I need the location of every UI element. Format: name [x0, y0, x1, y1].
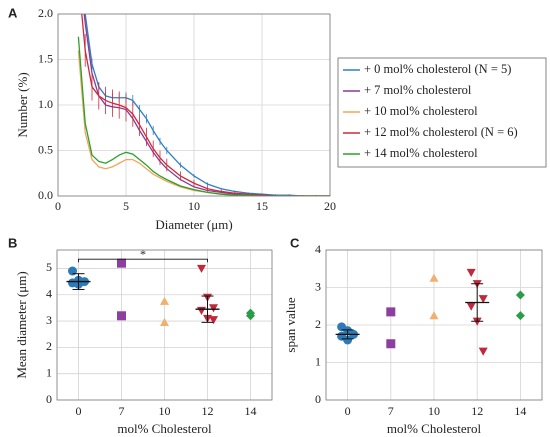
data-point	[386, 307, 396, 317]
plot-area	[77, 14, 330, 196]
data-point	[68, 266, 77, 276]
x-axis-title: mol% Cholesterol	[117, 421, 212, 436]
data-point	[478, 295, 488, 304]
plot-frame	[57, 13, 331, 197]
x-axis-title: Diameter (μm)	[155, 217, 232, 232]
panel-label: B	[8, 235, 17, 250]
x-tick-label: 0	[55, 199, 61, 213]
data-point	[197, 264, 206, 273]
y-tick-label: 0	[315, 392, 321, 406]
y-tick-label: 2	[315, 317, 321, 331]
x-axis-title: mol% Cholesterol	[387, 421, 482, 436]
x-tick-label: 12	[202, 404, 214, 418]
panel-label: A	[8, 5, 18, 20]
x-tick-label: 10	[159, 404, 171, 418]
plot-frame	[56, 249, 273, 401]
data-point	[515, 311, 525, 321]
x-tick-label: 15	[256, 199, 268, 213]
x-tick-label: 10	[188, 199, 200, 213]
y-tick-label: 1.5	[38, 51, 53, 65]
x-tick-label: 14	[514, 404, 526, 418]
legend-label: + 0 mol% cholesterol (N = 5)	[364, 62, 511, 76]
y-tick-label: 2.0	[38, 6, 53, 20]
y-tick-label: 0	[46, 392, 52, 406]
data-point	[429, 273, 439, 282]
y-tick-label: 0.0	[38, 188, 53, 202]
significance-bracket	[78, 258, 208, 263]
legend-label: + 7 mol% cholesterol	[364, 83, 472, 97]
data-point	[386, 339, 396, 349]
legend-label: + 14 mol% cholesterol	[364, 146, 478, 160]
x-tick-label: 5	[123, 199, 129, 213]
data-point	[160, 296, 169, 305]
x-tick-label: 7	[388, 404, 394, 418]
y-tick-label: 1	[315, 354, 321, 368]
data-point	[515, 290, 525, 300]
x-tick-label: 0	[76, 404, 82, 418]
y-tick-label: 1.0	[38, 97, 53, 111]
data-point	[246, 308, 255, 318]
y-tick-label: 4	[315, 242, 321, 256]
data-point	[466, 268, 476, 277]
y-axis-title: Number (%)	[15, 72, 30, 137]
y-axis-title: span value	[283, 297, 298, 352]
y-tick-label: 3	[315, 279, 321, 293]
data-point	[343, 335, 353, 345]
y-tick-label: 5	[46, 260, 52, 274]
x-tick-label: 12	[471, 404, 483, 418]
y-tick-label: 1	[46, 365, 52, 379]
data-point	[160, 317, 169, 326]
y-axis-title: Mean diameter (μm)	[14, 271, 29, 378]
significance-label: *	[140, 247, 146, 261]
data-point	[117, 311, 126, 321]
x-tick-label: 0	[345, 404, 351, 418]
data-point	[429, 311, 439, 320]
plot-frame	[325, 249, 543, 401]
series-line	[84, 14, 330, 196]
x-tick-label: 10	[428, 404, 440, 418]
legend-box	[337, 57, 547, 168]
data-point	[209, 304, 218, 313]
series-line	[77, 36, 330, 196]
y-tick-label: 4	[46, 286, 52, 300]
data-point	[209, 316, 218, 325]
y-tick-label: 3	[46, 313, 52, 327]
x-tick-label: 7	[119, 404, 125, 418]
legend-label: + 10 mol% cholesterol	[364, 104, 478, 118]
y-tick-label: 2	[46, 339, 52, 353]
x-tick-label: 14	[245, 404, 257, 418]
data-point	[466, 302, 476, 311]
x-tick-label: 20	[324, 199, 336, 213]
data-point	[197, 306, 206, 316]
series-line	[77, 50, 330, 196]
legend-label: + 12 mol% cholesterol (N = 6)	[364, 125, 518, 139]
data-point	[117, 258, 126, 268]
y-tick-label: 0.5	[38, 142, 53, 156]
panel-label: C	[290, 235, 300, 250]
data-point	[478, 347, 488, 356]
